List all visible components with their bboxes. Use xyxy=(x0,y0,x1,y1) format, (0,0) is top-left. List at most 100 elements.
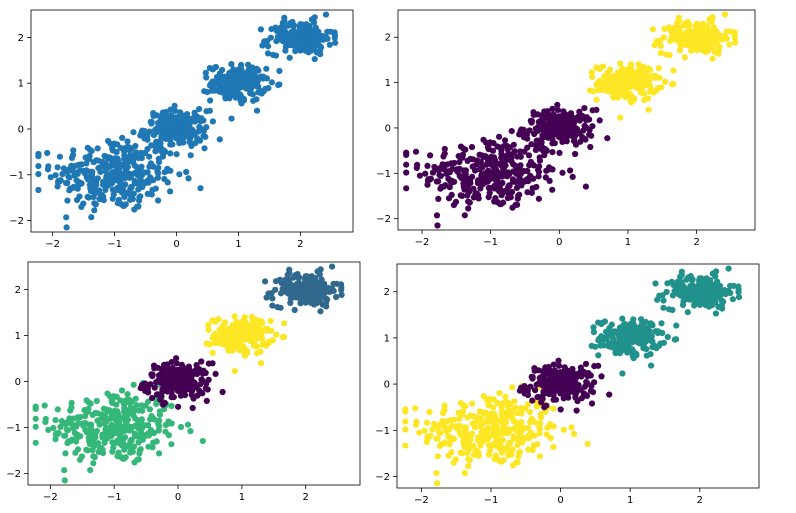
scatter-point xyxy=(521,425,528,432)
scatter-point xyxy=(603,328,610,335)
scatter-point xyxy=(490,404,497,411)
scatter-point xyxy=(668,81,676,88)
scatter-point xyxy=(528,141,535,148)
x-tick-label: 2 xyxy=(697,495,703,506)
scatter-point xyxy=(120,163,127,170)
scatter-point xyxy=(119,455,126,462)
scatter-point xyxy=(338,291,345,298)
scatter-point xyxy=(277,290,285,297)
scatter-point xyxy=(205,322,212,329)
scatter-point xyxy=(562,375,569,382)
scatter-point xyxy=(487,185,494,192)
scatter-point xyxy=(263,294,270,301)
scatter-point xyxy=(326,41,333,48)
scatter-point xyxy=(416,172,423,179)
scatter-point xyxy=(647,320,654,327)
scatter-point xyxy=(708,19,715,26)
scatter-point xyxy=(567,167,574,174)
scatter-point xyxy=(546,391,553,398)
scatter-point xyxy=(488,417,495,424)
scatter-point xyxy=(498,407,505,414)
scatter-point xyxy=(147,174,154,181)
scatter-point xyxy=(619,370,626,377)
scatter-point xyxy=(278,279,285,287)
scatter-point xyxy=(546,423,554,430)
scatter-point xyxy=(139,407,146,414)
scatter-point xyxy=(147,381,154,388)
scatter-point xyxy=(678,40,685,47)
scatter-point xyxy=(106,180,113,187)
scatter-point xyxy=(319,284,326,291)
scatter-point xyxy=(707,38,714,45)
scatter-point xyxy=(707,277,714,284)
scatter-point xyxy=(681,54,688,61)
scatter-point xyxy=(141,380,149,387)
scatter-point xyxy=(508,128,515,135)
scatter-point xyxy=(647,337,654,344)
scatter-point xyxy=(586,87,594,94)
scatter-point xyxy=(85,194,92,201)
scatter-point xyxy=(638,316,645,323)
scatter-point xyxy=(484,144,492,151)
scatter-point xyxy=(203,340,210,347)
scatter-point xyxy=(642,74,649,81)
scatter-point xyxy=(111,439,118,446)
y-tick-label: 0 xyxy=(18,125,24,136)
scatter-point xyxy=(462,146,469,153)
scatter-point xyxy=(545,363,552,371)
scatter-point xyxy=(131,162,138,169)
scatter-point xyxy=(194,135,201,142)
scatter-point xyxy=(591,379,598,386)
scatter-point xyxy=(177,366,184,374)
scatter-point xyxy=(509,446,516,453)
scatter-point xyxy=(596,77,603,84)
scatter-point xyxy=(216,326,223,333)
scatter-point xyxy=(577,364,585,371)
scatter-point xyxy=(311,44,318,52)
x-tick-label: −2 xyxy=(414,495,429,506)
scatter-point xyxy=(126,443,133,450)
scatter-point xyxy=(588,132,595,139)
y-tick-label: −2 xyxy=(376,214,391,225)
scatter-point xyxy=(550,405,557,412)
scatter-point xyxy=(584,440,591,447)
scatter-point xyxy=(54,164,61,171)
scatter-point xyxy=(147,427,154,434)
y-tick-label: −1 xyxy=(9,170,24,181)
scatter-point xyxy=(648,362,655,369)
scatter-point xyxy=(211,340,218,347)
scatter-point xyxy=(64,179,71,186)
scatter-point xyxy=(402,418,409,425)
scatter-point xyxy=(702,48,709,56)
scatter-point xyxy=(652,280,659,287)
scatter-point xyxy=(448,179,455,186)
scatter-point xyxy=(203,74,210,81)
scatter-point xyxy=(331,31,338,39)
scatter-point xyxy=(76,181,83,188)
scatter-point xyxy=(146,153,153,160)
scatter-point xyxy=(550,443,557,451)
scatter-point xyxy=(487,395,494,402)
scatter-point xyxy=(306,298,313,305)
scatter-point xyxy=(539,373,546,380)
scatter-point xyxy=(99,434,106,441)
scatter-point xyxy=(527,158,535,166)
scatter-point xyxy=(93,427,100,435)
scatter-point xyxy=(268,26,275,33)
scatter-point xyxy=(678,35,685,42)
scatter-point xyxy=(529,373,536,381)
scatter-point xyxy=(273,27,280,34)
scatter-point xyxy=(70,147,77,154)
scatter-point xyxy=(521,383,528,390)
scatter-point xyxy=(128,153,135,161)
scatter-point xyxy=(551,121,558,128)
scatter-point xyxy=(606,66,614,73)
scatter-point xyxy=(487,442,495,449)
scatter-point xyxy=(588,342,595,349)
scatter-point xyxy=(453,167,460,174)
scatter-point xyxy=(126,190,133,197)
scatter-point xyxy=(338,284,345,291)
scatter-point xyxy=(542,174,549,181)
scatter-point xyxy=(118,387,126,394)
scatter-point xyxy=(622,67,630,74)
